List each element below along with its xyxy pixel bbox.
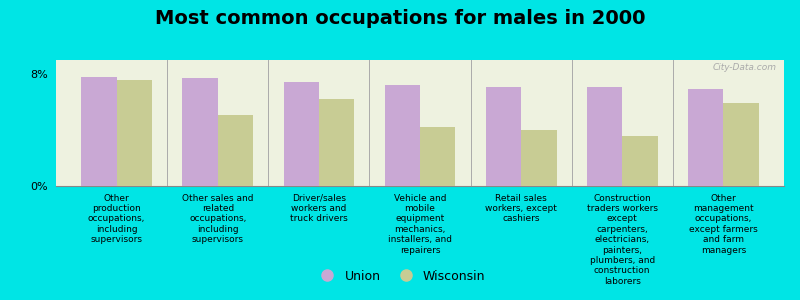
Text: City-Data.com: City-Data.com (713, 62, 777, 71)
Bar (218, 115, 253, 186)
Legend: Union, Wisconsin: Union, Wisconsin (310, 265, 490, 288)
Bar (319, 99, 354, 186)
Text: Most common occupations for males in 2000: Most common occupations for males in 200… (154, 9, 646, 28)
Bar (283, 82, 319, 186)
Bar (182, 78, 218, 186)
Bar (117, 80, 152, 186)
Bar (688, 89, 723, 186)
Bar (622, 136, 658, 186)
Bar (385, 85, 420, 186)
Bar (587, 87, 622, 186)
Bar (420, 127, 455, 186)
Bar (82, 77, 117, 186)
Bar (723, 103, 758, 186)
Bar (521, 130, 557, 186)
Bar (486, 87, 521, 186)
